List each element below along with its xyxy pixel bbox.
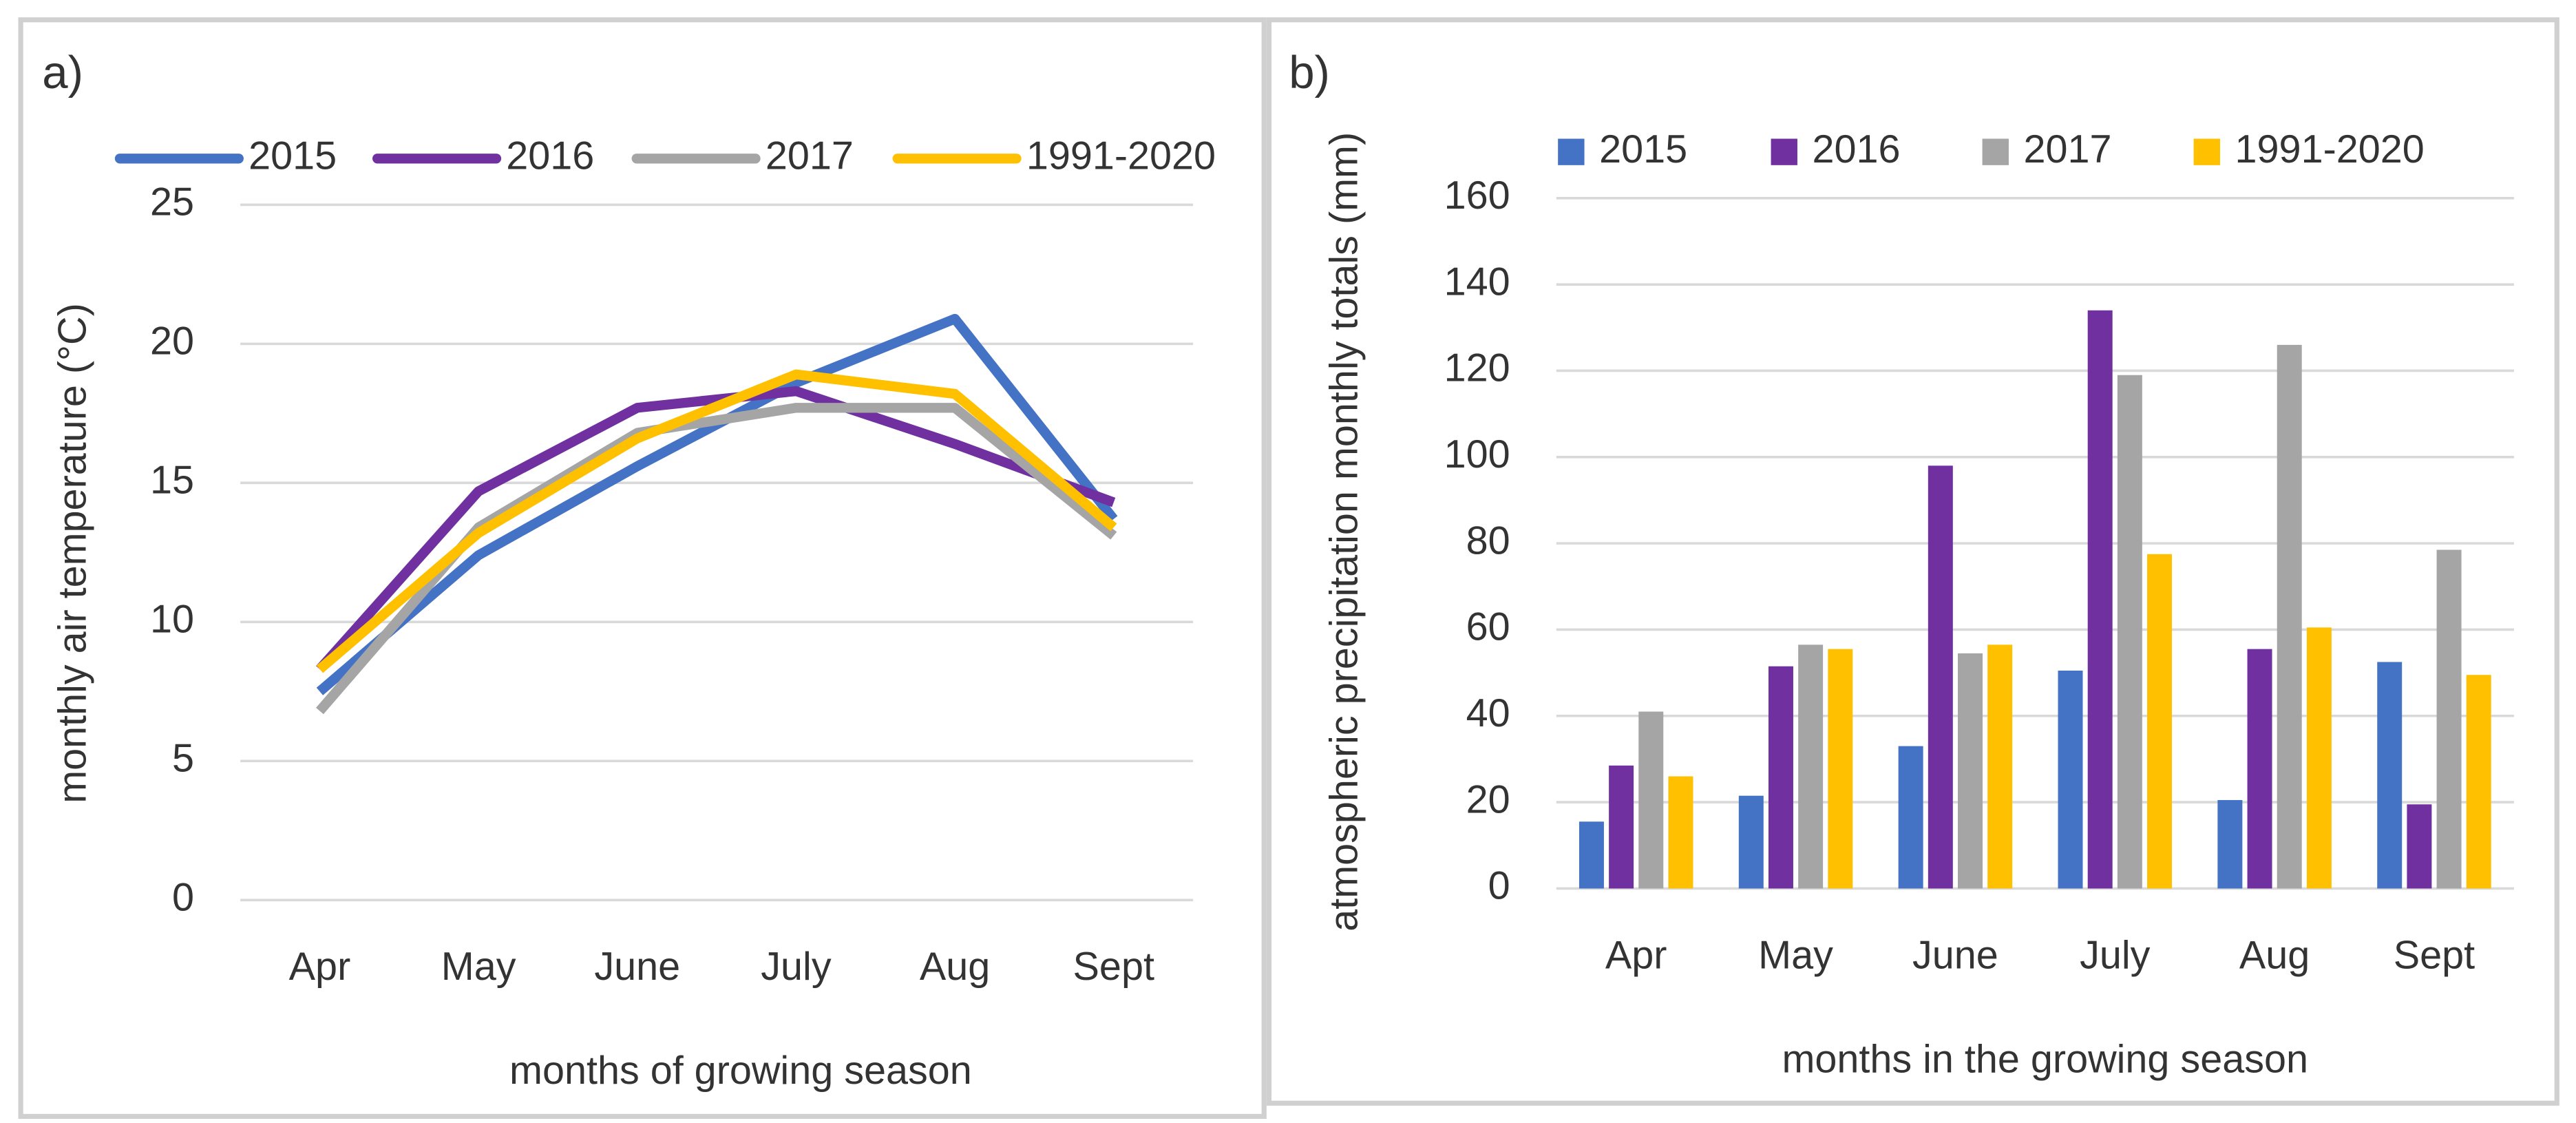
legend-label: 2017: [2024, 127, 2112, 171]
bar: [2407, 804, 2432, 889]
y-tick-label: 140: [1444, 260, 1510, 304]
legend-swatch: [1982, 138, 2009, 165]
line-series: [316, 313, 1118, 695]
x-axis-title: months of growing season: [509, 1049, 972, 1093]
bar: [2087, 310, 2113, 889]
x-tick-label: July: [761, 945, 832, 989]
legend-label: 2016: [506, 134, 594, 178]
x-tick-label: Aug: [920, 945, 990, 989]
x-tick-label: July: [2080, 933, 2151, 977]
y-tick-label: 60: [1466, 605, 1510, 649]
x-tick-label: Aug: [2239, 933, 2310, 977]
bar: [2377, 662, 2403, 889]
bar: [1828, 649, 1853, 889]
legend-label: 2015: [1599, 127, 1687, 171]
line-series: [316, 403, 1117, 715]
bar: [2217, 799, 2243, 889]
bar: [2466, 675, 2491, 889]
legend-label: 2016: [1813, 127, 1901, 171]
legend-swatch: [1558, 138, 1585, 165]
bar: [1609, 765, 1634, 889]
x-tick-label: Sept: [1073, 945, 1154, 989]
bar: [2058, 670, 2083, 889]
line-series: [316, 369, 1117, 673]
bar: [1579, 821, 1604, 889]
legend-swatch: [2193, 138, 2220, 165]
legend-label: 2017: [766, 134, 854, 178]
y-tick-label: 80: [1466, 518, 1510, 563]
bar: [1928, 465, 1953, 889]
bar: [2247, 649, 2272, 889]
x-tick-label: June: [1912, 933, 1998, 977]
legend-label: 2015: [249, 134, 337, 178]
bar: [2147, 554, 2173, 889]
x-axis-title: months in the growing season: [1782, 1037, 2308, 1081]
y-axis-title: atmospheric precipitation monthly totals…: [1322, 132, 1366, 932]
y-tick-label: 20: [1466, 777, 1510, 821]
panel-border: [1266, 17, 2559, 1106]
bar: [1987, 644, 2013, 889]
legend-label: 1991-2020: [1026, 134, 1216, 178]
bar: [1738, 795, 1764, 889]
y-tick-label: 0: [172, 875, 194, 919]
x-tick-label: May: [441, 945, 516, 989]
panel-border: [18, 17, 1267, 1120]
y-tick-label: 100: [1444, 432, 1510, 476]
y-tick-label: 0: [1488, 864, 1510, 908]
x-tick-label: June: [594, 945, 680, 989]
y-tick-label: 120: [1444, 346, 1510, 390]
bar: [2277, 344, 2302, 889]
y-tick-label: 15: [150, 459, 194, 503]
y-tick-label: 5: [172, 736, 194, 780]
panel-label: a): [42, 47, 83, 98]
bar: [2306, 627, 2332, 889]
x-tick-label: Apr: [1605, 933, 1667, 977]
bar: [1668, 776, 1693, 889]
bar: [2117, 375, 2142, 889]
y-tick-label: 160: [1444, 174, 1510, 218]
y-tick-label: 25: [150, 180, 194, 224]
x-tick-label: May: [1758, 933, 1833, 977]
bar: [1638, 711, 1664, 889]
y-tick-label: 40: [1466, 691, 1510, 735]
bar: [1768, 666, 1793, 889]
legend-swatch: [1771, 138, 1797, 165]
bar: [1958, 653, 1983, 889]
x-tick-label: Apr: [289, 945, 351, 989]
line-series: [316, 386, 1116, 673]
bar: [1798, 644, 1824, 889]
panel-label: b): [1289, 47, 1330, 98]
y-tick-label: 10: [150, 597, 194, 641]
y-axis-title: monthly air temperature (°C): [50, 303, 94, 804]
legend-label: 1991-2020: [2235, 127, 2425, 171]
bar: [1898, 746, 1923, 889]
x-tick-label: Sept: [2394, 933, 2475, 977]
bar: [2436, 549, 2462, 889]
y-tick-label: 20: [150, 319, 194, 364]
